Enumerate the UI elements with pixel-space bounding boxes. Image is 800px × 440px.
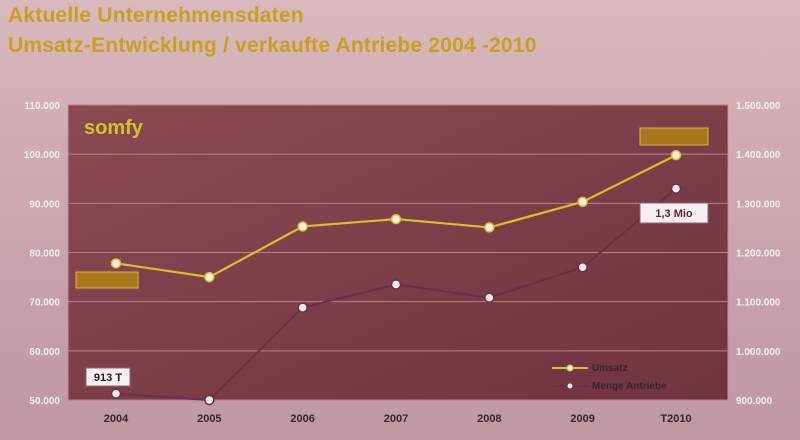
y-axis-right: 900.000 1.000.000 1.100.000 1.200.000 1.300.… — [736, 101, 781, 407]
annotation-antriebe-start: 913 T — [85, 367, 131, 387]
data-point-umsatz — [390, 213, 402, 225]
annotation-antriebe-start-text: 913 T — [94, 372, 122, 384]
data-point-antriebe — [484, 292, 495, 303]
data-point-umsatz — [484, 222, 495, 233]
y-left-tick-label: 70.000 — [29, 298, 60, 309]
data-point-umsatz — [577, 196, 588, 208]
data-point-antriebe — [204, 394, 215, 406]
grid-lines — [67, 104, 729, 401]
x-tick-label: 2009 — [570, 413, 594, 425]
annotation-antriebe-end: 1,3 Mio — [639, 202, 709, 224]
x-tick-label: 2005 — [197, 413, 221, 425]
data-point-antriebe — [577, 262, 588, 273]
y-axis-left: 50.000 60.000 70.000 80.000 90.000 100.000 110… — [24, 101, 61, 407]
y-right-tick-label: 1.400.000 — [736, 150, 781, 161]
y-right-tick-label: 1.500.000 — [736, 101, 781, 112]
badge-umsatz-start — [75, 271, 139, 289]
y-left-tick-label: 60.000 — [29, 347, 60, 358]
x-tick-label: 2004 — [104, 413, 129, 425]
data-point-antriebe — [390, 279, 402, 290]
legend: Umsatz Menge Antriebe — [552, 363, 667, 392]
data-point-umsatz — [110, 258, 122, 269]
data-point-umsatz — [297, 221, 308, 232]
y-right-tick-label: 1.300.000 — [736, 199, 781, 210]
y-left-tick-label: 80.000 — [29, 249, 60, 260]
data-point-antriebe — [110, 388, 122, 399]
chart-subtitle: Umsatz-Entwicklung / verkaufte Antriebe … — [8, 34, 537, 57]
y-left-tick-label: 90.000 — [29, 199, 60, 210]
legend-umsatz: Umsatz — [592, 363, 628, 374]
data-point-antriebe — [297, 302, 308, 313]
y-right-tick-label: 1.000.000 — [736, 347, 781, 358]
legend-antriebe: Menge Antriebe — [592, 381, 667, 392]
y-left-tick-label: 100.000 — [24, 150, 61, 161]
x-tick-label: T2010 — [660, 413, 691, 425]
x-tick-label: 2006 — [290, 413, 314, 425]
badge-umsatz-end — [639, 127, 709, 146]
annotation-antriebe-end-text: 1,3 Mio — [655, 208, 693, 220]
series-layer — [110, 149, 682, 406]
x-axis: 2004 2005 2006 2007 2008 2009 T2010 — [104, 413, 692, 425]
y-left-tick-label: 110.000 — [24, 101, 60, 112]
x-tick-label: 2008 — [477, 413, 501, 425]
y-right-tick-label: 900.000 — [736, 396, 773, 407]
somfy-logo: somfy — [84, 117, 144, 139]
y-left-tick-label: 50.000 — [29, 396, 60, 407]
data-point-antriebe — [670, 183, 682, 194]
x-tick-label: 2007 — [384, 413, 408, 425]
chart-title: Aktuelle Unternehmensdaten — [8, 4, 304, 27]
data-point-umsatz — [204, 271, 215, 283]
y-right-tick-label: 1.100.000 — [736, 298, 781, 309]
data-point-umsatz — [670, 149, 682, 161]
y-right-tick-label: 1.200.000 — [736, 249, 781, 260]
